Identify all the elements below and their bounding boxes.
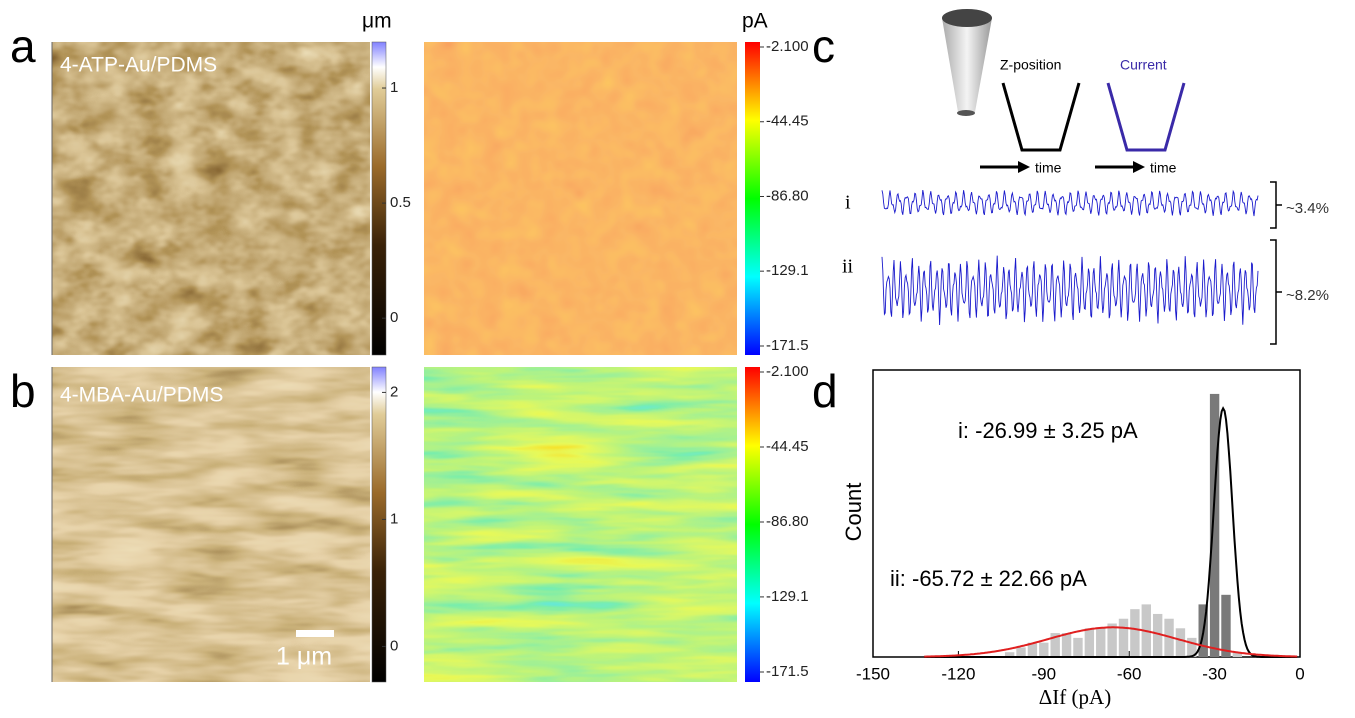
x-axis-label: ΔIf (pA) bbox=[1039, 685, 1111, 709]
tip-icon bbox=[942, 9, 992, 116]
fit-curve bbox=[924, 406, 1298, 658]
amplitude-label: ~8.2% bbox=[1286, 287, 1329, 304]
bar bbox=[1221, 594, 1231, 657]
sample-label: 4-MBA-Au/PDMS bbox=[60, 384, 223, 407]
bar bbox=[1232, 652, 1243, 657]
panel-label: a bbox=[10, 20, 36, 72]
current-map bbox=[424, 367, 737, 682]
fit-label: ii: -65.72 ± 22.66 pA bbox=[890, 566, 1087, 591]
current-trace bbox=[881, 255, 1259, 326]
colorbar-tick-label: -86.80 bbox=[766, 513, 809, 530]
colorbar-tick-label: -2.100 bbox=[766, 363, 809, 380]
colorbar-tick-label: 1 bbox=[390, 510, 398, 527]
time-label: time bbox=[1035, 160, 1062, 176]
colorbar-unit: pA bbox=[742, 10, 768, 33]
colorbar bbox=[745, 367, 760, 682]
colorbar-tick-label: -44.45 bbox=[766, 113, 809, 130]
bar bbox=[1039, 642, 1049, 657]
colorbar-tick-label: 0.5 bbox=[390, 194, 411, 211]
colorbar bbox=[371, 41, 387, 356]
scale-bar-label: 1 μm bbox=[276, 643, 332, 671]
bar bbox=[1187, 637, 1197, 657]
x-tick-label: -60 bbox=[1117, 664, 1142, 683]
fit-curve bbox=[924, 626, 1298, 658]
current-trace bbox=[881, 189, 1259, 217]
current-profile bbox=[1106, 82, 1186, 152]
x-tick-label: 0 bbox=[1295, 664, 1304, 683]
bar bbox=[1152, 613, 1163, 657]
colorbar-tick-label: 2 bbox=[390, 383, 398, 400]
z-label: Z-position bbox=[1000, 57, 1061, 73]
current-label: Current bbox=[1120, 57, 1167, 73]
colorbar-tick-label: 1 bbox=[390, 79, 398, 96]
bar bbox=[1027, 642, 1038, 657]
plot-frame bbox=[872, 369, 1301, 658]
panel-label: b bbox=[10, 365, 36, 417]
bar bbox=[1164, 618, 1174, 657]
colorbar bbox=[371, 366, 387, 683]
bar bbox=[1050, 633, 1060, 657]
current-map bbox=[424, 42, 737, 355]
time-arrow bbox=[980, 161, 1145, 173]
trace-label: i bbox=[845, 192, 851, 214]
colorbar-tick-label: -129.1 bbox=[766, 262, 809, 279]
panel-label: c bbox=[812, 20, 835, 72]
colorbar-tick-label: -2.100 bbox=[766, 38, 809, 55]
colorbar-tick-label: 0 bbox=[390, 637, 398, 654]
bar bbox=[1004, 652, 1015, 657]
bar bbox=[1084, 628, 1095, 657]
bracket bbox=[1270, 239, 1282, 345]
x-tick-label: -120 bbox=[941, 664, 975, 683]
colorbar-tick-label: 0 bbox=[390, 309, 398, 326]
colorbar-unit: μm bbox=[362, 10, 392, 33]
panel-label: d bbox=[812, 365, 838, 417]
z-profile bbox=[1001, 82, 1081, 152]
colorbar-tick-label: -171.5 bbox=[766, 337, 809, 354]
bar bbox=[1061, 633, 1072, 657]
bar bbox=[1118, 618, 1129, 657]
colorbar-tick-label: -171.5 bbox=[766, 663, 809, 680]
y-axis-label: Count bbox=[841, 483, 866, 542]
bar bbox=[1107, 623, 1117, 657]
colorbar-tick-label: -44.45 bbox=[766, 438, 809, 455]
colorbar-tick-label: -86.80 bbox=[766, 187, 809, 204]
bar bbox=[1096, 628, 1106, 657]
sample-label: 4-ATP-Au/PDMS bbox=[60, 54, 217, 77]
x-tick-label: -30 bbox=[1202, 664, 1227, 683]
bar bbox=[1209, 393, 1220, 657]
x-tick-label: -90 bbox=[1032, 664, 1057, 683]
bar bbox=[1073, 637, 1083, 657]
bar bbox=[1130, 609, 1140, 657]
trace-label: ii bbox=[842, 256, 854, 278]
colorbar bbox=[745, 42, 760, 355]
amplitude-label: ~3.4% bbox=[1286, 200, 1329, 217]
scale-bar bbox=[296, 630, 334, 637]
topography-map bbox=[52, 367, 370, 682]
x-tick-label: -150 bbox=[856, 664, 890, 683]
topography-map bbox=[52, 42, 370, 355]
fit-label: i: -26.99 ± 3.25 pA bbox=[958, 418, 1138, 443]
bar bbox=[1016, 647, 1026, 657]
time-label: time bbox=[1150, 160, 1177, 176]
colorbar-tick-label: -129.1 bbox=[766, 588, 809, 605]
bracket bbox=[1270, 181, 1282, 229]
bar bbox=[1175, 628, 1186, 657]
